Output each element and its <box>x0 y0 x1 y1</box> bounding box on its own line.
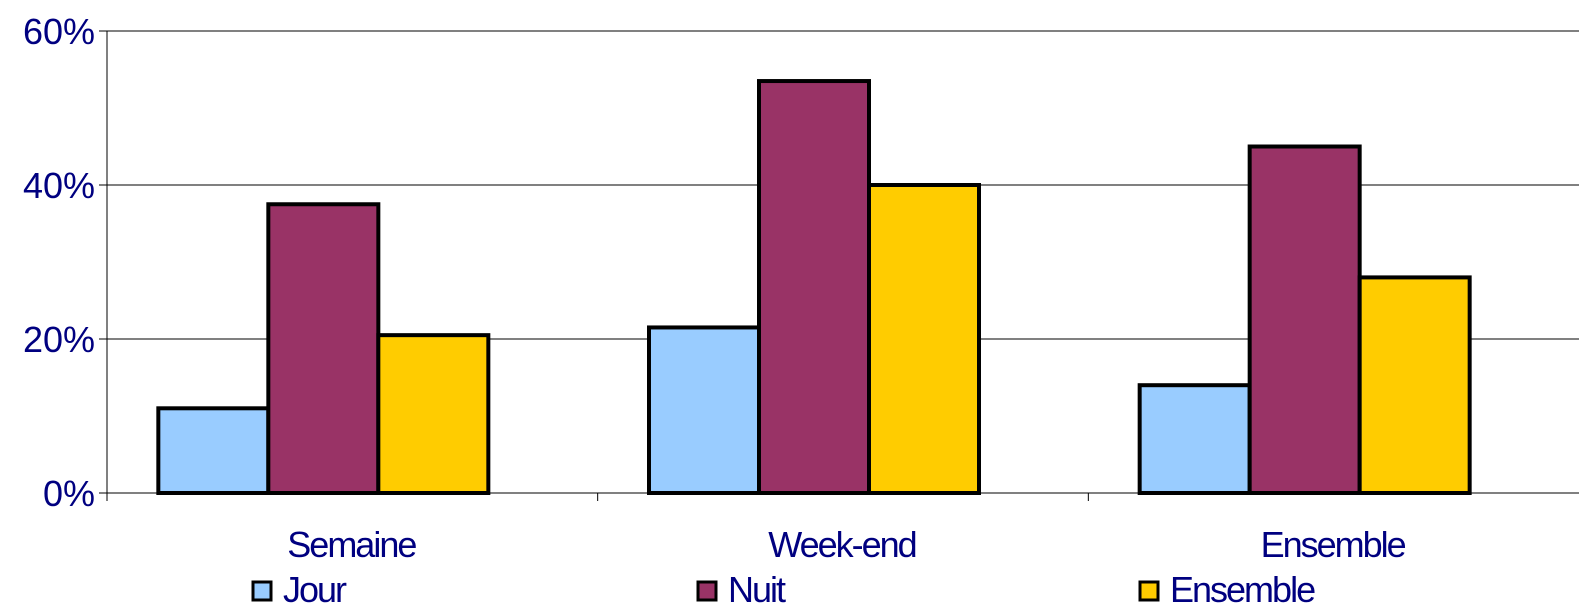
bar-ensemble-semaine <box>376 333 491 495</box>
bar-ensemble-ensemble <box>1357 275 1472 495</box>
x-tick-label: Week-end <box>768 524 915 565</box>
bar-nuit-week-end <box>757 79 871 496</box>
legend-label-ensemble: Ensemble <box>1170 569 1315 609</box>
bar-jour-semaine <box>156 406 271 495</box>
bar-jour-ensemble <box>1137 383 1252 496</box>
legend-swatch-jour <box>251 580 273 602</box>
legend-swatch-ensemble <box>1138 580 1160 602</box>
x-tick-label: Semaine <box>287 524 416 565</box>
y-tick-label: 0% <box>43 473 95 514</box>
legend-label-nuit: Nuit <box>728 569 786 609</box>
legend: Jour Nuit Ensemble <box>251 569 1317 609</box>
x-tick-label: Ensemble <box>1261 524 1406 565</box>
y-tick-label: 40% <box>23 165 95 206</box>
bar-jour-week-end <box>647 325 761 496</box>
legend-swatch-nuit <box>696 580 718 602</box>
y-tick-label: 20% <box>23 319 95 360</box>
bar-nuit-ensemble <box>1247 144 1362 495</box>
bars <box>156 79 1472 496</box>
legend-label-jour: Jour <box>283 569 347 609</box>
y-tick-label: 60% <box>23 11 95 52</box>
bar-nuit-semaine <box>266 202 381 495</box>
labels: 0% 20% 40% 60% Semaine Week-end Ensemble <box>23 11 1408 565</box>
axes <box>99 30 1579 501</box>
bar-ensemble-week-end <box>867 183 981 495</box>
